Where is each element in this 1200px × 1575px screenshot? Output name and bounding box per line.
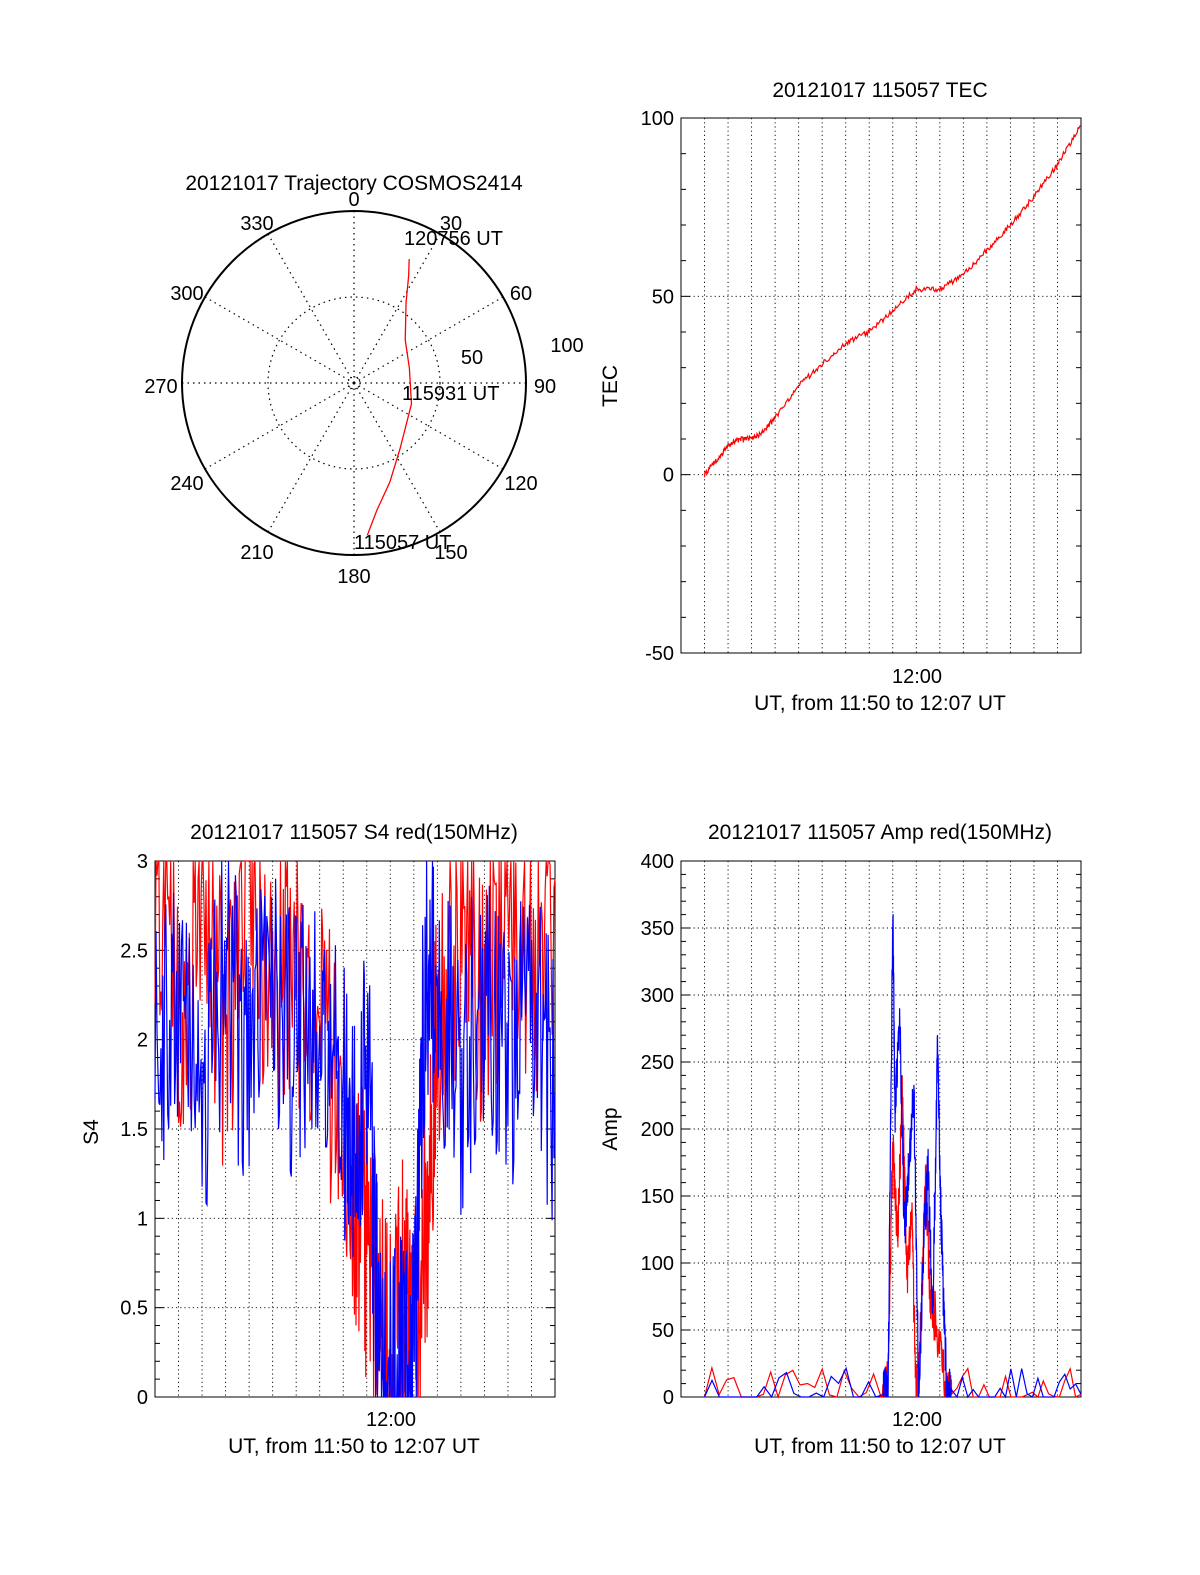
polar-azimuth-label: 120: [504, 473, 537, 495]
y-tick-label: 350: [641, 918, 674, 940]
polar-spoke-210: [267, 382, 355, 533]
y-tick-label: 50: [652, 1320, 674, 1342]
polar-mid-ring: [267, 296, 441, 470]
trajectory-end-label: 120756 UT: [404, 228, 503, 250]
polar-azimuth-label: 210: [240, 542, 273, 564]
polar-azimuth-label: 90: [534, 376, 556, 398]
tec-y-label: TEC: [599, 365, 622, 407]
polar-azimuth-label: 60: [510, 283, 532, 305]
y-tick-label: 3: [137, 851, 148, 873]
polar-grid: [182, 211, 526, 555]
polar-spoke-30: [353, 233, 441, 384]
polar-azimuth-label: 270: [144, 376, 177, 398]
y-tick-label: 1.5: [120, 1119, 148, 1141]
s4-y-ticks: 3 2.5 2 1.5 1 0.5 0: [120, 851, 148, 1409]
series-line: [703, 1074, 1082, 1400]
polar-spoke-240: [204, 382, 355, 470]
amp-panel: 20121017 115057 Amp red(150MHz) 400 350 30…: [599, 821, 1082, 1458]
y-tick-label: 100: [641, 108, 674, 130]
amp-grid: [681, 860, 1081, 1397]
polar-azimuth-label: 30: [440, 213, 462, 235]
tec-y-ticks: 100 50 0 -50: [641, 108, 674, 665]
amp-y-ticks: 400 350 300 250 200 150 100 50 0: [641, 851, 674, 1409]
s4-panel: 20121017 115057 S4 red(150MHz) 3 2.5 2 1.5 1…: [80, 821, 556, 1458]
tec-plot-area: [680, 117, 1082, 654]
polar-title: 20121017 Trajectory COSMOS2414: [185, 172, 523, 195]
y-tick-label: 1: [137, 1208, 148, 1230]
tec-panel: 20121017 115057 TEC 100 50 0 -50 12:00 UT, …: [599, 79, 1082, 715]
polar-spoke-150: [353, 382, 441, 533]
polar-azimuth-labels: 0 30 60 90 120 150 180 210 240 270 300 330: [144, 189, 556, 588]
amp-x-tick-label: 12:00: [892, 1409, 942, 1431]
series-line: [703, 124, 1082, 478]
y-tick-label: 250: [641, 1052, 674, 1074]
y-tick-label: 2.5: [120, 940, 148, 962]
series-line: [703, 914, 1082, 1399]
trajectory-middle-label: 115931 UT: [402, 383, 499, 405]
s4-x-tick-label: 12:00: [366, 1409, 416, 1431]
polar-spoke-330: [267, 233, 355, 384]
y-tick-label: 2: [137, 1030, 148, 1052]
amp-series: [703, 914, 1082, 1400]
y-tick-label: 0: [663, 465, 674, 487]
y-tick-label: 0: [137, 1387, 148, 1409]
y-tick-label: 0: [663, 1387, 674, 1409]
series-line: [154, 860, 556, 1398]
polar-spoke-60: [353, 296, 504, 384]
polar-panel: 20121017 Trajectory COSMOS2414 0 30 60 90 12…: [144, 172, 583, 588]
y-tick-label: 100: [641, 1253, 674, 1275]
y-tick-label: -50: [645, 643, 674, 665]
y-tick-label: 300: [641, 985, 674, 1007]
y-tick-label: 150: [641, 1186, 674, 1208]
polar-radial-label-100: 100: [550, 335, 583, 357]
amp-y-label: Amp: [599, 1107, 622, 1150]
s4-series: [154, 860, 556, 1398]
polar-azimuth-label: 150: [434, 542, 467, 564]
tec-series: [703, 124, 1082, 478]
y-tick-label: 200: [641, 1119, 674, 1141]
polar-trajectory: [366, 259, 413, 536]
polar-azimuth-label: 300: [170, 283, 203, 305]
polar-azimuth-label: 0: [348, 189, 359, 211]
polar-azimuth-label: 180: [337, 566, 370, 588]
trajectory-start-label: 115057 UT: [354, 532, 451, 554]
polar-outer-ring: [181, 210, 527, 556]
polar-spoke-120: [353, 382, 504, 470]
y-tick-label: 400: [641, 851, 674, 873]
tec-title: 20121017 115057 TEC: [772, 79, 987, 102]
amp-x-label: UT, from 11:50 to 12:07 UT: [754, 1435, 1006, 1458]
tec-x-label: UT, from 11:50 to 12:07 UT: [754, 692, 1006, 715]
s4-x-label: UT, from 11:50 to 12:07 UT: [228, 1435, 480, 1458]
polar-spoke-300: [204, 296, 355, 384]
polar-azimuth-label: 240: [170, 473, 203, 495]
y-tick-label: 50: [652, 286, 674, 308]
s4-title: 20121017 115057 S4 red(150MHz): [190, 821, 518, 844]
polar-azimuth-label: 330: [240, 213, 273, 235]
trajectory-line: [366, 259, 413, 536]
y-tick-label: 0.5: [120, 1298, 148, 1320]
tec-x-tick-label: 12:00: [892, 666, 942, 688]
amp-title: 20121017 115057 Amp red(150MHz): [708, 821, 1052, 844]
polar-radial-label-50: 50: [461, 347, 483, 369]
s4-y-label: S4: [80, 1119, 103, 1145]
tec-grid: [681, 117, 1081, 653]
